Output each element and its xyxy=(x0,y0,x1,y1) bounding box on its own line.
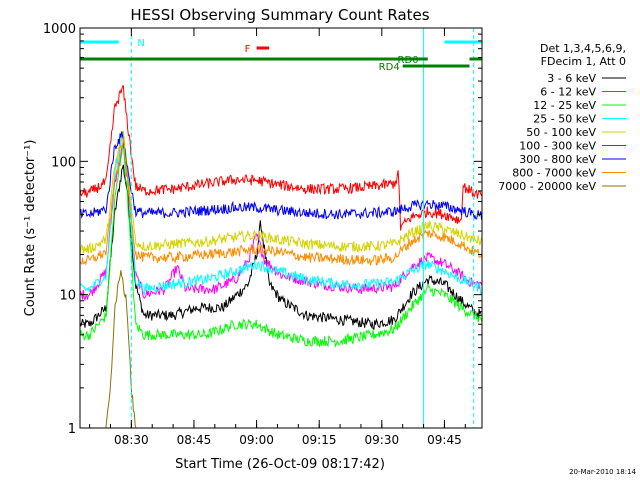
legend-header-0: Det 1,3,4,5,6,9, xyxy=(540,42,626,55)
series-line-5 xyxy=(79,85,483,231)
series-line-3 xyxy=(79,130,482,297)
series-line-2 xyxy=(79,142,483,348)
x-tick-label-1: 08:45 xyxy=(177,433,212,447)
annotation-label-1: F xyxy=(245,44,251,55)
annotation-label-2: RD0 xyxy=(398,55,419,66)
legend-label-3: 25 - 50 keV xyxy=(533,113,596,126)
x-tick-label-3: 09:15 xyxy=(302,433,337,447)
x-tick-label-4: 09:30 xyxy=(365,433,400,447)
legend-label-7: 800 - 7000 keV xyxy=(512,167,596,180)
series-line-6 xyxy=(79,131,483,220)
legend-label-2: 12 - 25 keV xyxy=(533,99,596,112)
y-axis-label: Count Rate (s⁻¹ detector⁻¹) xyxy=(23,140,38,317)
annotation-label-0: N xyxy=(137,38,144,49)
plot-frame xyxy=(79,27,483,429)
series-line-1 xyxy=(79,144,483,302)
x-tick-label-0: 08:30 xyxy=(114,433,149,447)
series-line-7 xyxy=(79,138,483,266)
chart-title: HESSI Observing Summary Count Rates xyxy=(130,6,429,24)
legend-label-1: 6 - 12 keV xyxy=(540,86,596,99)
legend-header-1: FDecim 1, Att 0 xyxy=(541,55,626,68)
legend-label-4: 50 - 100 keV xyxy=(526,126,596,139)
legend-label-5: 100 - 300 keV xyxy=(519,140,596,153)
y-tick-label-1: 10 xyxy=(59,289,76,304)
legend-label-6: 300 - 800 keV xyxy=(519,153,596,166)
legend-label-8: 7000 - 20000 keV xyxy=(498,180,596,193)
x-tick-label-2: 09:00 xyxy=(239,433,274,447)
series-line-0 xyxy=(79,164,482,330)
annotation-label-3: RD4 xyxy=(379,62,400,73)
legend-label-0: 3 - 6 keV xyxy=(547,72,596,85)
y-tick-label-0: 1 xyxy=(68,422,76,437)
legend: Det 1,3,4,5,6,9,FDecim 1, Att 0 3 - 6 keV… xyxy=(498,42,626,193)
x-tick-label-5: 09:45 xyxy=(427,433,462,447)
y-tick-label-2: 100 xyxy=(51,155,76,170)
y-tick-label-3: 1000 xyxy=(43,22,76,37)
series-line-4 xyxy=(79,130,483,254)
x-axis-label: Start Time (26-Oct-09 08:17:42) xyxy=(175,457,385,472)
timestamp-footer: 20-Mar-2010 18:14 xyxy=(569,468,636,476)
series-line-8 xyxy=(80,270,482,429)
